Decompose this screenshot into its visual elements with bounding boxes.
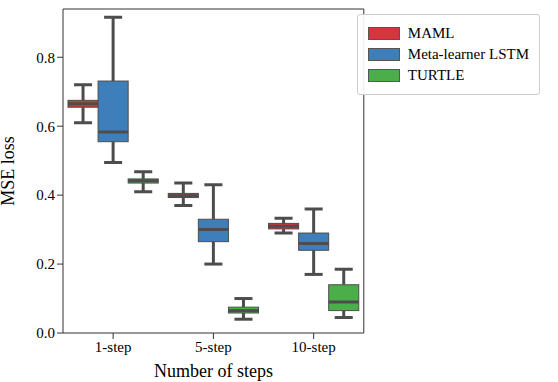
html-text:TURTLE: TURTLE — [407, 67, 465, 83]
html-text:MAML: MAML — [407, 25, 455, 41]
svg-text:1-step: 1-step — [95, 339, 132, 355]
svg-text:0.8: 0.8 — [36, 50, 55, 66]
svg-text:0.6: 0.6 — [36, 119, 55, 135]
svg-text:10-step: 10-step — [292, 339, 336, 355]
svg-text:Number of steps: Number of steps — [154, 361, 273, 381]
svg-text:5-step: 5-step — [195, 339, 232, 355]
svg-text:0.4: 0.4 — [36, 187, 55, 203]
svg-text:0.0: 0.0 — [36, 325, 55, 341]
html-text:Meta-learner LSTM: Meta-learner LSTM — [407, 46, 529, 62]
svg-text:MSE loss: MSE loss — [8, 136, 18, 206]
svg-text:0.2: 0.2 — [36, 256, 55, 272]
